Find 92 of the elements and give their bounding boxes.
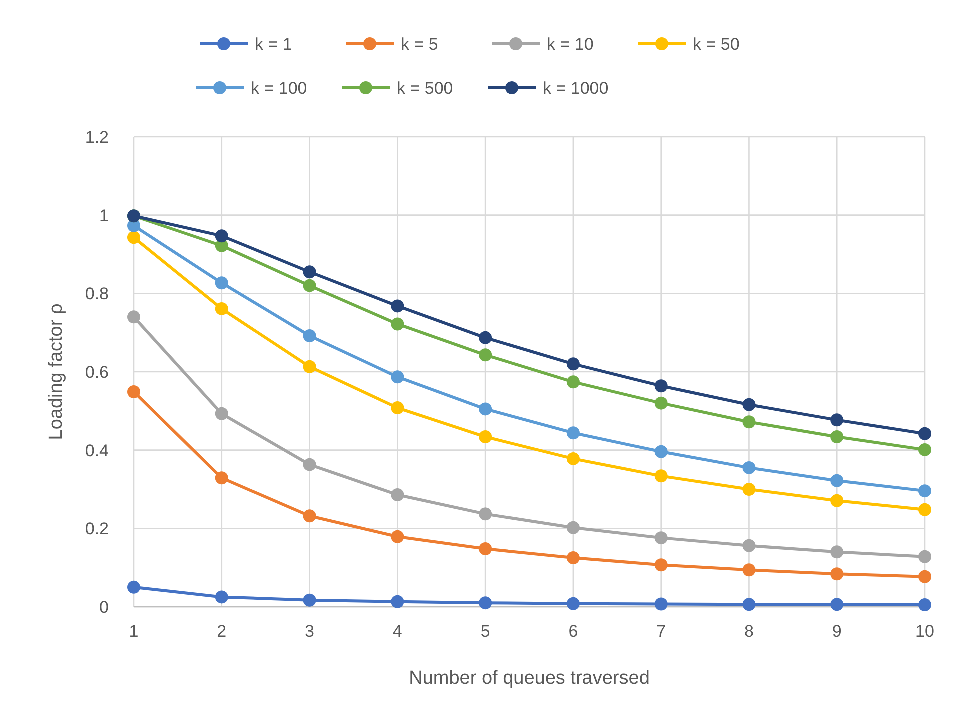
point xyxy=(918,598,932,612)
point xyxy=(566,452,580,466)
point xyxy=(479,542,492,556)
point xyxy=(479,331,492,344)
x-tick-label: 2 xyxy=(217,622,227,641)
point xyxy=(479,348,492,362)
x-tick-label: 5 xyxy=(480,622,490,641)
point xyxy=(566,521,580,534)
point xyxy=(303,279,316,292)
point xyxy=(654,380,668,393)
point xyxy=(830,494,844,508)
point xyxy=(918,503,932,516)
legend-label: k = 10 xyxy=(547,35,594,54)
point xyxy=(303,458,316,472)
y-tick-label: 1 xyxy=(100,206,109,226)
point xyxy=(128,310,140,324)
point xyxy=(391,370,404,384)
point xyxy=(215,472,228,485)
point xyxy=(479,402,492,416)
x-tick-label: 8 xyxy=(744,622,754,641)
point xyxy=(830,430,844,444)
legend-label: k = 5 xyxy=(401,35,438,54)
point xyxy=(830,546,844,559)
y-tick-label: 0.2 xyxy=(85,520,109,539)
point xyxy=(830,568,844,581)
point xyxy=(303,266,316,279)
point xyxy=(566,376,580,389)
point xyxy=(128,231,140,244)
point xyxy=(654,558,668,572)
point xyxy=(830,414,844,427)
legend-label: k = 1000 xyxy=(543,79,609,98)
point xyxy=(742,539,756,552)
point xyxy=(128,385,140,398)
x-tick-label: 4 xyxy=(392,622,402,641)
y-tick-label: 0.8 xyxy=(85,284,109,304)
y-tick-label: 0.4 xyxy=(85,441,109,460)
point xyxy=(215,230,228,243)
point xyxy=(391,488,404,502)
point xyxy=(742,461,756,474)
x-tick-label: 1 xyxy=(129,622,139,641)
point xyxy=(654,598,668,611)
point xyxy=(742,564,756,577)
point xyxy=(391,318,404,331)
legend-label: k = 50 xyxy=(693,35,740,54)
point xyxy=(654,445,668,458)
point xyxy=(918,427,932,440)
y-tick-label: 1.2 xyxy=(85,128,109,147)
legend-label: k = 1 xyxy=(255,35,292,54)
point xyxy=(391,595,404,608)
point xyxy=(479,508,492,521)
point xyxy=(742,416,756,429)
point xyxy=(742,483,756,496)
point xyxy=(391,300,404,313)
point xyxy=(918,550,932,564)
point xyxy=(215,590,228,604)
point xyxy=(918,484,932,498)
point xyxy=(479,596,492,610)
point xyxy=(566,426,580,440)
y-tick-label: 0.6 xyxy=(85,363,109,382)
point xyxy=(742,398,756,412)
point xyxy=(303,360,316,374)
point xyxy=(391,402,404,415)
legend-label: k = 100 xyxy=(251,79,308,98)
point xyxy=(215,302,228,316)
point xyxy=(830,474,844,488)
point xyxy=(654,396,668,410)
point xyxy=(215,407,228,420)
point xyxy=(128,580,140,594)
x-tick-label: 9 xyxy=(832,622,842,641)
point xyxy=(215,276,228,290)
point xyxy=(566,358,580,371)
point xyxy=(566,552,580,565)
point xyxy=(654,532,668,545)
point xyxy=(479,430,492,444)
y-tick-label: 0 xyxy=(100,598,109,617)
point xyxy=(566,597,580,610)
point xyxy=(742,598,756,612)
x-tick-label: 10 xyxy=(916,622,934,641)
x-tick-label: 7 xyxy=(656,622,666,641)
point xyxy=(918,443,932,456)
point xyxy=(830,598,844,612)
x-tick-label: 3 xyxy=(305,622,315,641)
x-tick-label: 6 xyxy=(568,622,578,641)
point xyxy=(654,470,668,483)
point xyxy=(303,510,316,523)
legend-label: k = 500 xyxy=(397,79,454,98)
x-axis-title: Number of queues traversed xyxy=(409,668,650,689)
point xyxy=(303,594,316,607)
point xyxy=(918,570,932,584)
point xyxy=(303,329,316,342)
y-axis-title: Loading factor ρ xyxy=(46,304,67,440)
point xyxy=(391,530,404,544)
